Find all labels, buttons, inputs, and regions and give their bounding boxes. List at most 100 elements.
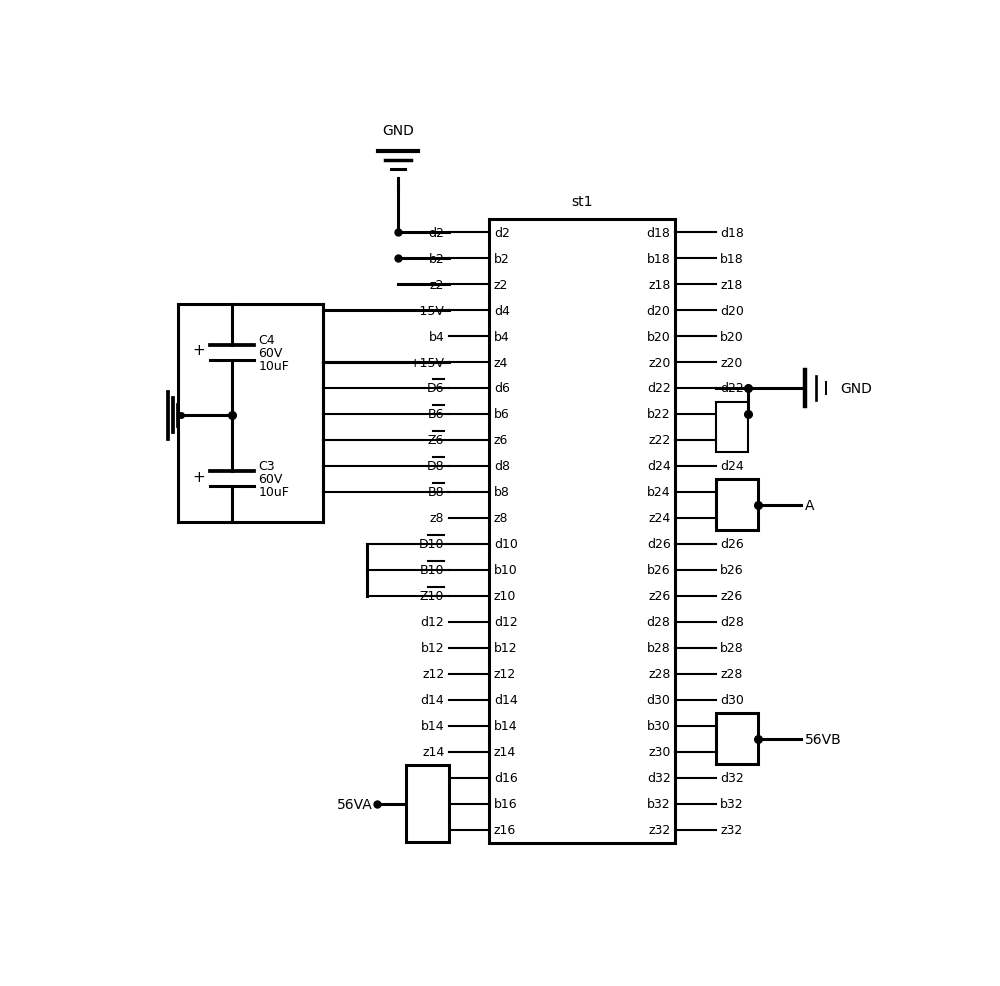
Text: d16: d16 [494,771,518,785]
Text: z24: z24 [720,512,742,525]
Bar [716,714,758,764]
Text: z32: z32 [720,823,742,836]
Text: z20: z20 [648,356,671,369]
Text: 60V: 60V [258,346,283,360]
Text: 10uF: 10uF [258,486,289,499]
Text: z12: z12 [422,668,444,680]
Text: b22: b22 [647,408,671,421]
Text: z24: z24 [648,512,671,525]
Text: d30: d30 [647,693,671,707]
Text: z22: z22 [648,434,671,447]
Text: D8: D8 [427,460,444,473]
Text: b26: b26 [647,564,671,577]
Text: +: + [193,469,206,484]
Text: d18: d18 [720,227,744,240]
Text: d12: d12 [421,616,444,629]
Text: C3: C3 [258,459,275,472]
Text: d26: d26 [720,538,744,551]
Text: 60V: 60V [258,472,283,485]
Text: B10: B10 [420,564,444,577]
Text: 10uF: 10uF [258,360,289,373]
Text: D6: D6 [427,383,444,395]
Text: d2: d2 [428,227,444,240]
Text: d22: d22 [647,383,671,395]
Text: z2: z2 [494,278,508,291]
Text: z4: z4 [494,356,508,369]
Text: b28: b28 [720,642,744,655]
Text: z10: z10 [494,590,516,602]
Text: b6: b6 [494,408,510,421]
Text: Z6: Z6 [428,434,444,447]
Text: z32: z32 [648,823,671,836]
Text: C4: C4 [258,333,275,346]
Text: b20: b20 [720,330,744,343]
Text: 56VB: 56VB [805,732,841,746]
Text: z14: z14 [422,745,444,758]
Text: b24: b24 [647,486,671,499]
Text: b10: b10 [494,564,518,577]
Text: D10: D10 [419,538,444,551]
Text: B8: B8 [428,486,444,499]
Text: b26: b26 [720,564,744,577]
Text: b16: b16 [494,798,518,810]
Text: -15V: -15V [415,305,444,317]
Text: b18: b18 [647,252,671,265]
Text: z8: z8 [494,512,508,525]
Text: 56VA: 56VA [336,797,372,810]
Text: b32: b32 [720,798,744,810]
Text: b32: b32 [647,798,671,810]
Text: d20: d20 [647,305,671,317]
Text: b24: b24 [720,486,744,499]
Text: b8: b8 [494,486,510,499]
Text: z6: z6 [494,434,508,447]
Text: d8: d8 [494,460,510,473]
Text: st1: st1 [572,194,593,208]
Text: b2: b2 [429,252,444,265]
Text: +: + [193,343,206,358]
Text: z2: z2 [430,278,444,291]
Text: d18: d18 [647,227,671,240]
Text: z18: z18 [648,278,671,291]
Text: b30: b30 [647,720,671,733]
Text: d32: d32 [647,771,671,785]
Text: b22: b22 [720,408,744,421]
Text: GND: GND [840,382,872,395]
Text: d10: d10 [494,538,518,551]
Text: d20: d20 [720,305,744,317]
Text: d4: d4 [494,305,510,317]
Text: +15V: +15V [409,356,444,369]
Text: z18: z18 [720,278,743,291]
Text: d6: d6 [494,383,510,395]
Text: z30: z30 [720,745,743,758]
Text: GND: GND [382,123,414,138]
Text: z14: z14 [494,745,516,758]
Bar [716,402,748,453]
Text: b30: b30 [720,720,744,733]
Text: A: A [805,499,814,513]
Text: z28: z28 [720,668,743,680]
Text: d22: d22 [720,383,744,395]
Text: b14: b14 [421,720,444,733]
Text: b4: b4 [494,330,510,343]
Text: b12: b12 [421,642,444,655]
Text: d24: d24 [720,460,744,473]
Text: z26: z26 [720,590,742,602]
Text: z16: z16 [494,823,516,836]
Text: d24: d24 [647,460,671,473]
Bar [716,480,758,530]
Bar [489,220,675,843]
Text: z28: z28 [648,668,671,680]
Text: z8: z8 [430,512,444,525]
Text: d26: d26 [647,538,671,551]
Text: z30: z30 [648,745,671,758]
Text: d12: d12 [494,616,518,629]
Text: b2: b2 [494,252,510,265]
Text: Z10: Z10 [420,590,444,602]
Text: d28: d28 [720,616,744,629]
Text: z22: z22 [720,434,742,447]
Text: d2: d2 [494,227,510,240]
Text: z20: z20 [720,356,743,369]
Text: z26: z26 [648,590,671,602]
Text: b20: b20 [647,330,671,343]
Text: b14: b14 [494,720,518,733]
